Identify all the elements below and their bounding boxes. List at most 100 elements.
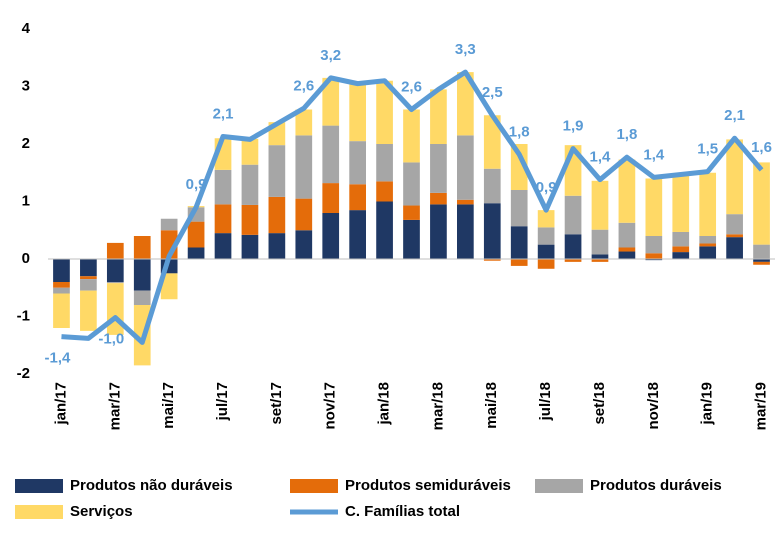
- data-label: 2,6: [293, 77, 314, 94]
- bar-segment: [483, 115, 501, 169]
- bar-segment: [699, 246, 717, 259]
- bar-segment: [133, 290, 151, 305]
- bar-segment: [295, 135, 313, 199]
- bar-segment: [645, 259, 663, 261]
- bar-segment: [483, 259, 501, 261]
- data-label: -1,0: [98, 331, 124, 348]
- y-tick-label: 0: [22, 250, 30, 267]
- bar-segment: [645, 178, 663, 236]
- x-tick-label: mai/17: [160, 382, 177, 429]
- bar-segment: [80, 259, 97, 277]
- bar-segment: [268, 196, 286, 234]
- bar-segment: [80, 279, 97, 291]
- bar-segment: [430, 144, 447, 193]
- bar-segment: [483, 203, 501, 259]
- bar-segment: [403, 205, 420, 220]
- x-tick-label: jul/18: [537, 382, 554, 421]
- line-series: [61, 69, 764, 345]
- bar-segment: [106, 259, 124, 282]
- bar-segment: [699, 243, 717, 247]
- bar-segment: [537, 244, 555, 259]
- x-tick-label: nov/17: [322, 382, 339, 430]
- bar-segment: [349, 210, 366, 259]
- bar-segment: [80, 276, 97, 280]
- x-tick-label: mar/19: [753, 382, 770, 430]
- y-tick-label: -1: [17, 307, 30, 324]
- bar-segment: [160, 218, 178, 231]
- bar-segment: [349, 141, 366, 185]
- data-label: 3,3: [455, 41, 476, 58]
- bar-segment: [618, 159, 636, 223]
- data-label: 2,1: [724, 107, 745, 124]
- data-label: 1,4: [643, 146, 665, 163]
- bar-segment: [510, 226, 528, 259]
- bar-segment: [510, 144, 528, 190]
- bar-segment: [457, 204, 474, 259]
- bar-segment: [564, 259, 582, 262]
- bar-segment: [106, 283, 124, 335]
- bar-segment: [564, 195, 582, 235]
- bar-segment: [53, 293, 70, 328]
- bar-segment: [403, 109, 420, 163]
- y-tick-label: 3: [22, 77, 30, 94]
- bar-segment: [457, 135, 474, 200]
- bar-segment: [699, 236, 717, 244]
- bar-segment: [753, 259, 770, 262]
- bar-segment: [672, 246, 690, 253]
- bar-segment: [672, 231, 690, 247]
- bar-segment: [241, 234, 259, 259]
- bar-segment: [457, 199, 474, 205]
- bar-segment: [376, 80, 393, 144]
- x-tick-label: jan/19: [699, 382, 716, 426]
- bar-segment: [322, 213, 340, 259]
- data-label: 1,9: [563, 118, 584, 135]
- data-label: 0,9: [186, 176, 207, 193]
- bar-segment: [268, 145, 286, 197]
- bar-segment: [645, 236, 663, 254]
- data-label: -1,4: [45, 350, 72, 367]
- bar-segment: [537, 210, 555, 228]
- bar-segment: [295, 109, 313, 136]
- x-tick-label: jan/18: [376, 382, 393, 426]
- data-label: 3,2: [320, 47, 341, 64]
- bar-segment: [591, 254, 609, 259]
- bar-segment: [510, 190, 528, 227]
- bar-segment: [322, 125, 340, 184]
- data-label: 1,4: [590, 149, 612, 166]
- bar-segment: [672, 252, 690, 259]
- legend-label: Produtos semiduráveis: [345, 477, 511, 494]
- bar-segment: [618, 247, 636, 252]
- legend-swatch: [15, 479, 63, 493]
- data-label: 0,9: [536, 179, 557, 196]
- bar-segment: [726, 139, 743, 215]
- bar-segment: [214, 204, 232, 234]
- bar-segment: [133, 236, 151, 259]
- bar-segment: [268, 233, 286, 259]
- legend-swatch: [535, 479, 583, 493]
- legend-label: Produtos não duráveis: [70, 477, 233, 494]
- bar-segment: [241, 204, 259, 235]
- bar-segment: [618, 222, 636, 248]
- bar-segment: [672, 174, 690, 232]
- bar-segment: [187, 221, 205, 248]
- legend-label: C. Famílias total: [345, 503, 460, 520]
- bar-segment: [349, 83, 366, 142]
- bar-segment: [187, 247, 205, 259]
- bar-segment: [753, 162, 770, 245]
- data-label: 2,5: [482, 84, 503, 101]
- x-tick-label: nov/18: [645, 382, 662, 430]
- y-tick-label: 2: [22, 135, 30, 152]
- bar-segment: [376, 181, 393, 202]
- y-tick-label: 4: [22, 20, 31, 37]
- bar-segment: [106, 282, 124, 284]
- x-tick-label: jul/17: [214, 382, 231, 421]
- data-label: 1,8: [616, 126, 637, 143]
- bar-segment: [726, 234, 743, 238]
- bar-segment: [376, 144, 393, 182]
- bar-segment: [376, 201, 393, 259]
- bar-segment: [753, 261, 770, 265]
- bar-segment: [591, 180, 609, 230]
- x-tick-label: mar/18: [429, 382, 446, 430]
- data-label: 1,6: [751, 139, 772, 156]
